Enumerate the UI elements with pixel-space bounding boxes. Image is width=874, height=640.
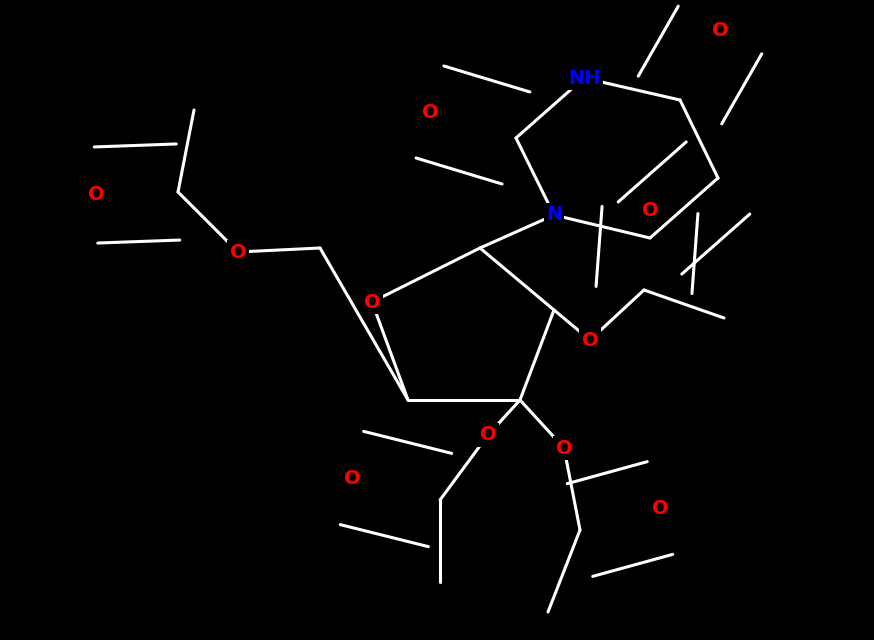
Text: O: O	[230, 243, 246, 262]
Text: O: O	[343, 468, 360, 488]
Text: O: O	[364, 292, 380, 312]
Text: O: O	[87, 186, 104, 205]
Text: O: O	[480, 426, 496, 445]
Text: O: O	[556, 438, 572, 458]
Text: NH: NH	[568, 68, 600, 88]
Text: O: O	[582, 330, 599, 349]
Text: O: O	[421, 102, 439, 122]
Text: O: O	[711, 20, 728, 40]
Text: N: N	[546, 205, 562, 225]
Text: O: O	[652, 499, 669, 518]
Text: O: O	[642, 200, 658, 220]
